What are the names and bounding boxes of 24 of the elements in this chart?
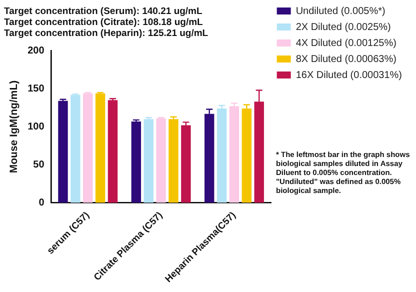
legend-label: Undiluted (0.005%*)	[296, 6, 386, 17]
bar	[229, 106, 240, 203]
bar	[168, 119, 178, 203]
legend-label: 2X Diluted (0.0025%)	[296, 22, 391, 33]
bar	[156, 118, 166, 203]
y-tick-label: 50	[33, 159, 45, 170]
y-tick-label: 200	[28, 46, 45, 57]
bar	[58, 100, 68, 203]
bar	[108, 100, 118, 203]
bar	[144, 119, 154, 203]
y-tick-label: 0	[38, 197, 45, 208]
bar	[131, 121, 142, 203]
y-axis-title: Mouse IgM(ng/mL)	[8, 80, 20, 174]
chart-title: Target concentration (Serum): 140.21 ug/mL Target concentration (Citrate): 108.18 ug/mL Target concentration (Heparin): 125.21 ug/mL	[4, 6, 208, 39]
bar	[95, 93, 106, 203]
legend-label: 4X Diluted (0.00125%)	[296, 38, 396, 49]
bar	[83, 93, 93, 203]
legend-label: 16X Diluted (0.00031%)	[296, 70, 402, 81]
legend-label: 8X Diluted (0.00063%)	[296, 54, 396, 65]
y-tick-label: 100	[28, 122, 45, 133]
bar	[216, 108, 227, 203]
bar	[181, 125, 191, 203]
bar	[70, 94, 80, 203]
y-tick-label: 150	[28, 84, 45, 95]
